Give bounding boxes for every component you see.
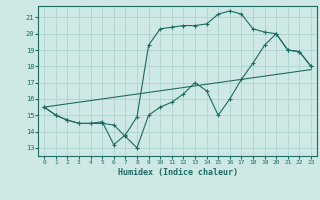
X-axis label: Humidex (Indice chaleur): Humidex (Indice chaleur) — [118, 168, 238, 177]
